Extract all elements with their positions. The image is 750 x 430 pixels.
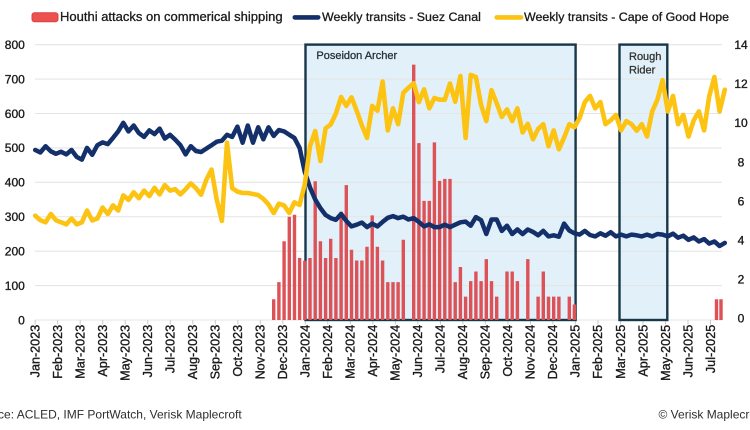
svg-text:Rider: Rider (629, 65, 656, 77)
svg-text:Jan-2025: Jan-2025 (569, 325, 583, 378)
svg-text:2: 2 (738, 273, 745, 287)
svg-text:Mar-2024: Mar-2024 (344, 325, 358, 379)
svg-text:Source: ACLED, IMF PortWatch,: Source: ACLED, IMF PortWatch, Verisk Map… (0, 408, 242, 422)
svg-text:6: 6 (738, 194, 745, 208)
svg-text:4: 4 (738, 234, 745, 248)
svg-text:Nov-2024: Nov-2024 (524, 325, 538, 380)
svg-text:800: 800 (5, 38, 25, 52)
svg-text:Jun-2023: Jun-2023 (141, 325, 155, 378)
svg-text:Apr-2023: Apr-2023 (96, 325, 110, 377)
svg-text:12: 12 (734, 77, 748, 91)
svg-text:14: 14 (734, 38, 748, 52)
svg-text:Jul-2023: Jul-2023 (164, 325, 178, 373)
svg-text:Apr-2024: Apr-2024 (366, 325, 380, 377)
svg-text:Feb-2023: Feb-2023 (51, 325, 65, 379)
svg-text:Jul-2024: Jul-2024 (434, 325, 448, 373)
svg-text:Mar-2025: Mar-2025 (614, 325, 628, 379)
svg-text:8: 8 (738, 155, 745, 169)
svg-text:Poseidon Archer: Poseidon Archer (316, 50, 397, 62)
svg-text:Aug-2024: Aug-2024 (456, 325, 470, 380)
svg-text:Jan-2024: Jan-2024 (299, 325, 313, 378)
svg-text:Apr-2025: Apr-2025 (636, 325, 650, 377)
svg-text:Feb-2024: Feb-2024 (321, 325, 335, 379)
svg-text:Dec-2023: Dec-2023 (276, 325, 290, 380)
svg-text:Sep-2024: Sep-2024 (479, 325, 493, 380)
svg-text:Weekly transits - Suez Canal: Weekly transits - Suez Canal (322, 10, 481, 24)
svg-text:May-2023: May-2023 (119, 325, 133, 381)
svg-text:© Verisk Maplecroft: © Verisk Maplecroft (659, 408, 750, 422)
svg-text:10: 10 (734, 116, 748, 130)
svg-text:300: 300 (5, 210, 25, 224)
svg-text:Aug-2023: Aug-2023 (186, 325, 200, 380)
svg-text:Jan-2023: Jan-2023 (29, 325, 43, 378)
svg-text:Oct-2024: Oct-2024 (501, 325, 515, 377)
svg-text:500: 500 (5, 141, 25, 155)
svg-text:Oct-2023: Oct-2023 (231, 325, 245, 377)
svg-text:Feb-2025: Feb-2025 (591, 325, 605, 379)
svg-text:May-2025: May-2025 (659, 325, 673, 381)
svg-text:May-2024: May-2024 (389, 325, 403, 381)
svg-text:Nov-2023: Nov-2023 (254, 325, 268, 380)
svg-text:Jul-2025: Jul-2025 (704, 325, 718, 373)
svg-text:Rough: Rough (629, 51, 661, 63)
svg-text:0: 0 (738, 312, 745, 326)
svg-text:600: 600 (5, 107, 25, 121)
svg-text:Mar-2023: Mar-2023 (74, 325, 88, 379)
svg-text:700: 700 (5, 72, 25, 86)
svg-text:0: 0 (18, 313, 25, 327)
svg-text:Jun-2025: Jun-2025 (681, 325, 695, 378)
svg-text:Sep-2023: Sep-2023 (209, 325, 223, 380)
svg-text:Houthi attacks on commerical s: Houthi attacks on commerical shipping (60, 9, 283, 24)
svg-text:Jun-2024: Jun-2024 (411, 325, 425, 378)
svg-text:100: 100 (5, 279, 25, 293)
svg-text:Weekly transits - Cape of Good: Weekly transits - Cape of Good Hope (524, 10, 729, 24)
svg-text:200: 200 (5, 245, 25, 259)
svg-text:400: 400 (5, 176, 25, 190)
svg-text:Dec-2024: Dec-2024 (546, 325, 560, 380)
